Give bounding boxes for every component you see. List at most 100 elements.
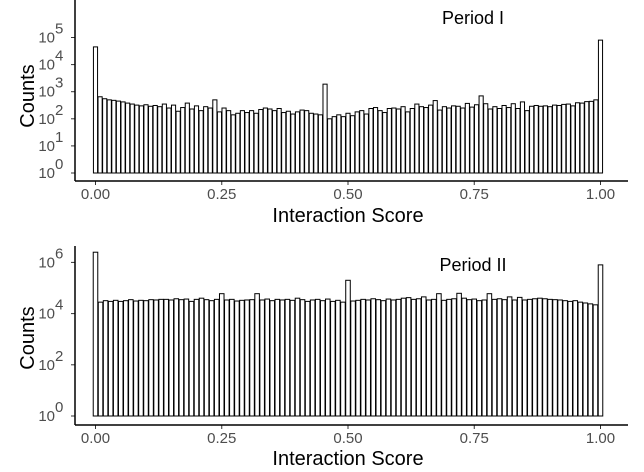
histogram-bar (473, 104, 480, 174)
y-tick-label: 10 (38, 84, 55, 101)
histogram-bar (319, 300, 326, 417)
histogram-bar (198, 297, 205, 417)
x-tick-label: 1.00 (586, 430, 615, 447)
histogram-bar (420, 296, 427, 417)
histogram-bar (382, 112, 388, 174)
x-tick-label: 0.50 (333, 430, 362, 447)
histogram-bar (469, 106, 475, 174)
histogram-bar (92, 251, 99, 417)
histogram-bar (133, 300, 139, 417)
histogram-bar (385, 298, 392, 417)
y-tick-label: 10 (38, 306, 55, 323)
histogram-bar (372, 107, 379, 174)
y-tick-label: 10 (38, 138, 55, 155)
y-tick-exponent: 4 (55, 48, 63, 65)
histogram-bar (259, 299, 265, 417)
histogram-bar (487, 108, 493, 174)
histogram-bar (281, 112, 287, 174)
histogram-bar (152, 104, 158, 174)
histogram-bar (235, 112, 241, 174)
histogram-bar (431, 298, 437, 417)
histogram-bar (547, 298, 553, 417)
histogram-bar (395, 298, 402, 417)
histogram-bar (432, 100, 438, 174)
histogram-bar (207, 107, 213, 174)
histogram-bar (285, 110, 291, 174)
histogram-bar (189, 108, 195, 174)
histogram-bar (466, 299, 472, 417)
histogram-bar (308, 112, 314, 174)
histogram-bar (117, 300, 124, 417)
histogram-bar (542, 298, 548, 417)
histogram-bar (128, 299, 134, 417)
histogram-bar (335, 299, 341, 417)
histogram-bar (567, 300, 573, 417)
histogram-bar (129, 103, 135, 174)
histogram-bar (143, 104, 149, 174)
histogram-bar (496, 298, 503, 417)
panel-1-x-ticks: 0.00 0.25 0.50 0.75 1.00 (81, 181, 615, 203)
histogram-bar (314, 298, 321, 417)
histogram-bar (492, 106, 498, 174)
histogram-bar (395, 108, 402, 174)
histogram-bar (478, 95, 484, 174)
y-tick-label: 10 (38, 254, 55, 271)
histogram-bar (102, 98, 108, 174)
histogram-bar (409, 108, 415, 174)
histogram-bar (244, 112, 250, 174)
histogram-bar (102, 300, 109, 417)
histogram-bar (562, 300, 568, 417)
histogram-bar (350, 300, 356, 417)
y-tick-exponent: 0 (55, 399, 63, 416)
histogram-bar (111, 99, 117, 174)
histogram-bar (345, 112, 351, 174)
histogram-bar (253, 112, 259, 174)
histogram-bar (97, 96, 103, 174)
y-tick-exponent: 5 (55, 21, 63, 38)
histogram-bar (226, 110, 232, 174)
histogram-bar (561, 103, 567, 174)
histogram-bar (574, 102, 581, 174)
histogram-bar (153, 299, 159, 417)
histogram-bar (166, 107, 172, 174)
histogram-bar (592, 304, 599, 417)
panel-2-x-ticks: 0.00 0.25 0.50 0.75 1.00 (81, 425, 615, 447)
histogram-bar (340, 116, 346, 174)
panel-2-title: Period II (439, 255, 506, 275)
histogram-bar (391, 107, 397, 174)
histogram-bar (290, 113, 296, 174)
histogram-bar (456, 292, 462, 417)
histogram-bar (106, 99, 112, 174)
x-tick-label: 1.00 (586, 186, 615, 203)
histogram-bar (143, 300, 149, 417)
histogram-bar (441, 106, 447, 174)
histogram-bar (184, 102, 190, 174)
histogram-bar (212, 99, 218, 174)
histogram-bar (423, 107, 429, 174)
histogram-bar (597, 264, 604, 417)
histogram-bar (355, 299, 361, 417)
histogram-bar (451, 105, 457, 174)
histogram-bar (537, 297, 543, 417)
histogram-bar (527, 298, 533, 417)
histogram-bar (524, 110, 530, 174)
y-tick-label: 10 (38, 30, 55, 47)
histogram-bar (262, 107, 268, 174)
histogram-bar (552, 299, 558, 417)
histogram-bar (175, 110, 181, 174)
histogram-bar (276, 108, 282, 174)
histogram-bar (451, 298, 457, 417)
histogram-bar (464, 102, 470, 174)
histogram-bar (405, 111, 411, 174)
histogram-bar (173, 298, 180, 417)
histogram-bar (216, 111, 223, 174)
histogram-bar (327, 118, 333, 174)
histogram-bar (163, 298, 169, 417)
panel-1-ylabel: Counts (17, 64, 39, 127)
histogram-bar (239, 110, 245, 174)
histogram-bar (279, 299, 286, 417)
histogram-bar (570, 105, 576, 174)
histogram-bar (441, 299, 447, 417)
histogram-bar (375, 299, 382, 417)
